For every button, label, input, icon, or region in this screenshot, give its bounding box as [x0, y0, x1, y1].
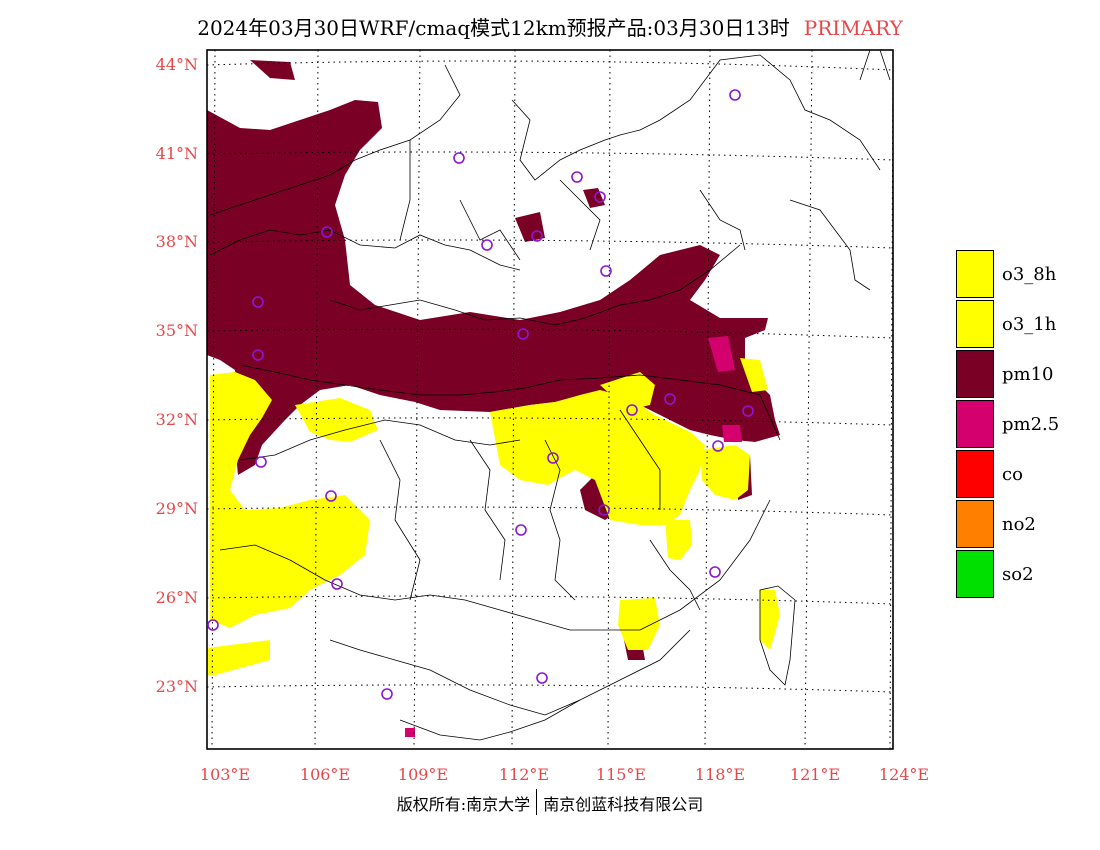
city-stations [207, 89, 754, 700]
lat-label-41: 41°N [155, 144, 198, 163]
lon-label-115: 115°E [595, 765, 647, 784]
primary-tag: PRIMARY [803, 16, 903, 40]
copyright-left: 版权所有:南京大学 [396, 795, 531, 814]
graticule [207, 50, 893, 749]
lon-label-118: 118°E [694, 765, 746, 784]
lat-label-38: 38°N [155, 232, 198, 251]
legend-label-pm10: pm10 [1002, 363, 1054, 385]
lon-label-112: 112°E [498, 765, 550, 784]
legend-item-co: co [956, 449, 1059, 499]
legend-item-o3-1h: o3_1h [956, 299, 1059, 349]
legend-item-so2: so2 [956, 549, 1059, 599]
legend-label-o3-8h: o3_8h [1002, 263, 1057, 285]
lat-label-23: 23°N [155, 677, 198, 696]
legend-label-o3-1h: o3_1h [1002, 313, 1057, 335]
legend-swatch-pm10 [956, 350, 994, 398]
lat-label-35: 35°N [155, 321, 198, 340]
legend-item-pm25: pm2.5 [956, 399, 1059, 449]
lat-label-26: 26°N [155, 588, 198, 607]
footer-separator [536, 789, 538, 815]
o3-regions [207, 358, 780, 675]
copyright-footer: 版权所有:南京大学 南京创蓝科技有限公司 [0, 789, 1100, 817]
lon-label-109: 109°E [397, 765, 449, 784]
legend-swatch-so2 [956, 550, 994, 598]
pm25-regions [405, 336, 742, 737]
copyright-right: 南京创蓝科技有限公司 [543, 795, 704, 814]
lat-label-29: 29°N [155, 499, 198, 518]
map-title: 2024年03月30日WRF/cmaq模式12km预报产品:03月30日13时 P… [0, 12, 1100, 41]
legend-swatch-pm25 [956, 400, 994, 448]
legend-item-o3-8h: o3_8h [956, 249, 1059, 299]
legend-swatch-o3-8h [956, 250, 994, 298]
legend-item-no2: no2 [956, 499, 1059, 549]
lon-label-124: 124°E [878, 765, 930, 784]
lon-label-121: 121°E [789, 765, 841, 784]
lat-label-44: 44°N [155, 55, 198, 74]
lon-label-103: 103°E [199, 765, 251, 784]
pollutant-legend: o3_8h o3_1h pm10 pm2.5 co no2 so2 [956, 249, 1059, 599]
legend-swatch-co [956, 450, 994, 498]
legend-label-co: co [1002, 463, 1023, 485]
legend-item-pm10: pm10 [956, 349, 1059, 399]
lon-label-106: 106°E [299, 765, 351, 784]
boundary-lines [209, 50, 891, 741]
map-title-main: 2024年03月30日WRF/cmaq模式12km预报产品:03月30日13时 [197, 16, 790, 40]
map-frame [206, 49, 894, 750]
legend-swatch-no2 [956, 500, 994, 548]
legend-label-no2: no2 [1002, 513, 1036, 535]
legend-label-pm25: pm2.5 [1002, 413, 1060, 435]
legend-label-so2: so2 [1002, 563, 1034, 585]
lat-label-32: 32°N [155, 410, 198, 429]
legend-swatch-o3-1h [956, 300, 994, 348]
